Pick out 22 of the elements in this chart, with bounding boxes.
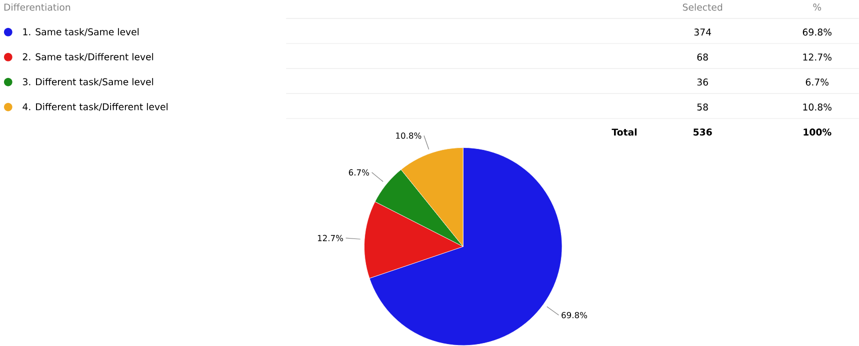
legend-title: Differentiation	[4, 4, 70, 11]
legend-label: 2. Same task/Different level	[22, 53, 154, 62]
text: 69.8%	[802, 28, 832, 36]
data-label: 6.7%	[348, 169, 370, 176]
text: 12.7%	[803, 54, 832, 61]
text: 100%	[804, 128, 832, 136]
text: 10.8%	[803, 104, 832, 111]
legend-label: 4. Different task/Different level	[22, 103, 168, 112]
text: Selected	[682, 4, 722, 11]
text: 58	[697, 104, 708, 111]
text: 68	[697, 54, 708, 61]
data-label: 12.7%	[318, 235, 344, 242]
data-label: 69.8%	[562, 312, 588, 318]
legend-label: 3. Different task/Same level	[22, 78, 154, 86]
text: 6.7%	[806, 78, 829, 86]
text: %	[813, 4, 822, 11]
text: 36	[697, 78, 708, 86]
legend-label: 1. Same task/Same level	[23, 28, 139, 36]
text: 536	[694, 128, 712, 136]
text: Total	[612, 128, 637, 136]
text: 374	[694, 28, 712, 36]
data-label: 10.8%	[396, 132, 422, 139]
